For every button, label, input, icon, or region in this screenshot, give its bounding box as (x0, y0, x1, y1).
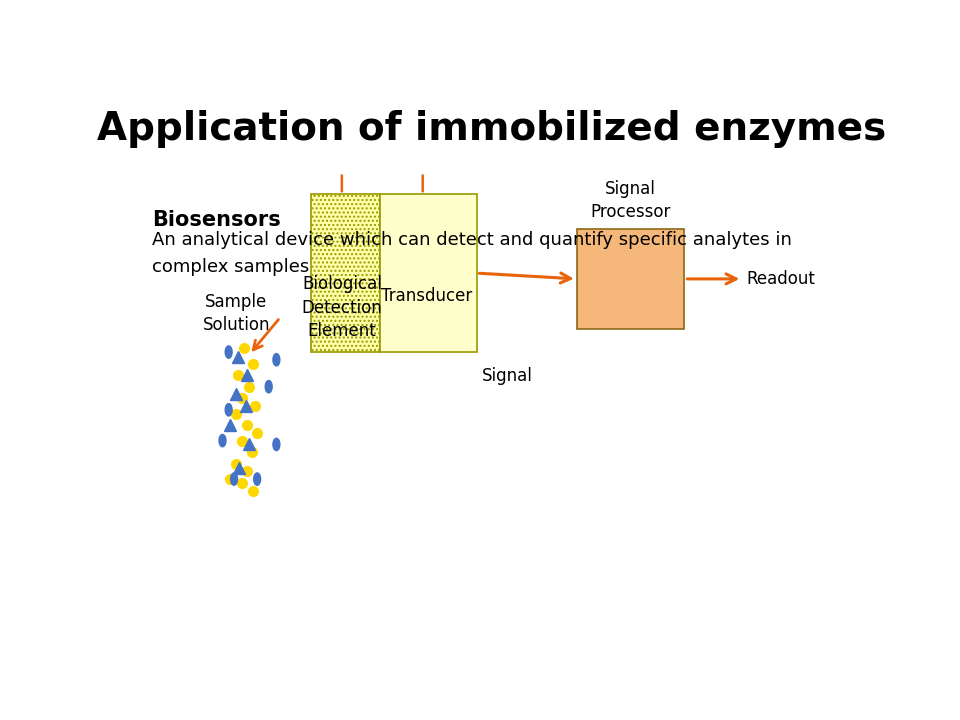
Ellipse shape (226, 404, 232, 416)
Text: Signal
Processor: Signal Processor (590, 179, 671, 221)
Text: Biological
Detection
Element: Biological Detection Element (301, 275, 382, 341)
Text: Readout: Readout (746, 270, 815, 288)
Text: Biosensors: Biosensors (152, 210, 280, 230)
Ellipse shape (273, 438, 280, 451)
Bar (577, 229, 684, 329)
Text: Sample
Solution: Sample Solution (203, 293, 270, 334)
Text: Signal: Signal (482, 367, 533, 385)
Text: An analytical device which can detect and quantify specific analytes in
complex : An analytical device which can detect an… (152, 231, 792, 276)
Bar (380, 194, 476, 352)
Ellipse shape (265, 381, 273, 393)
Ellipse shape (273, 354, 280, 366)
Ellipse shape (230, 473, 237, 485)
Ellipse shape (219, 434, 226, 446)
Text: Application of immobilized enzymes: Application of immobilized enzymes (97, 109, 887, 148)
Ellipse shape (253, 473, 260, 485)
Ellipse shape (226, 346, 232, 359)
Bar (311, 194, 380, 352)
Text: Transducer: Transducer (381, 287, 472, 305)
